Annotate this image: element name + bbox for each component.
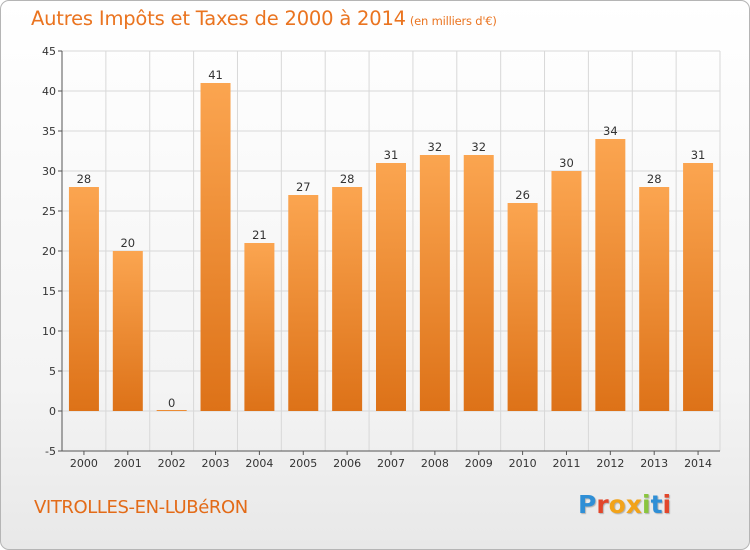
y-tick-label: 20 <box>42 245 56 258</box>
data-label: 30 <box>559 156 574 170</box>
data-label: 34 <box>603 124 618 138</box>
y-tick-label: 0 <box>49 405 56 418</box>
x-tick-label: 2006 <box>333 457 361 470</box>
bar-2004 <box>244 243 275 411</box>
x-tick-label: 2001 <box>114 457 142 470</box>
bar-2014 <box>683 163 714 411</box>
data-label: 31 <box>384 148 399 162</box>
y-tick-label: 15 <box>42 285 56 298</box>
logo-letter: o <box>608 490 626 519</box>
x-tick-label: 2004 <box>245 457 273 470</box>
x-tick-label: 2002 <box>158 457 186 470</box>
x-tick-label: 2000 <box>70 457 98 470</box>
data-label: 28 <box>340 172 355 186</box>
bar-2007 <box>376 163 406 411</box>
proxiti-logo[interactable]: Proxiti <box>578 490 671 519</box>
bar-2012 <box>595 139 626 411</box>
bar-2006 <box>332 187 363 411</box>
x-tick-label: 2009 <box>465 457 493 470</box>
data-label: 28 <box>647 172 662 186</box>
x-tick-label: 2008 <box>421 457 449 470</box>
x-tick-label: 2007 <box>377 457 405 470</box>
y-tick-label: 35 <box>42 125 56 138</box>
logo-letter: P <box>578 490 597 519</box>
data-label: 0 <box>168 396 175 410</box>
bar-2011 <box>551 171 582 411</box>
bar-2013 <box>639 187 670 411</box>
data-label: 20 <box>120 236 135 250</box>
bar-2000 <box>68 187 99 411</box>
data-label: 27 <box>296 180 311 194</box>
y-tick-label: 40 <box>42 85 56 98</box>
data-label: 28 <box>77 172 92 186</box>
chart-title: Autres Impôts et Taxes de 2000 à 2014 (en… <box>31 7 497 30</box>
commune-name: VITROLLES-EN-LUBéRON <box>34 497 248 518</box>
y-tick-label: 30 <box>42 165 56 178</box>
title-text: Autres Impôts et Taxes de 2000 à 2014 <box>31 7 406 30</box>
data-label: 21 <box>252 228 267 242</box>
bar-2005 <box>288 195 319 411</box>
x-tick-label: 2014 <box>684 457 712 470</box>
y-tick-label: 25 <box>42 205 56 218</box>
data-label: 32 <box>428 140 443 154</box>
bar-2009 <box>463 155 494 411</box>
x-tick-label: 2005 <box>289 457 317 470</box>
bar-2002 <box>156 410 187 411</box>
y-tick-label: -5 <box>45 445 56 458</box>
logo-letter: x <box>625 490 642 519</box>
y-tick-label: 10 <box>42 325 56 338</box>
bar-2008 <box>419 155 450 411</box>
logo-letter: t <box>650 490 663 519</box>
unit-label: (en milliers d'€) <box>409 14 497 28</box>
bar-2010 <box>507 203 538 411</box>
logo-letter: r <box>596 490 609 519</box>
data-label: 31 <box>691 148 706 162</box>
data-label: 41 <box>208 68 223 82</box>
logo-letter: i <box>642 490 651 519</box>
logo-letter: i <box>662 490 672 519</box>
data-label: 32 <box>471 140 486 154</box>
x-tick-label: 2011 <box>552 457 580 470</box>
data-label: 26 <box>515 188 530 202</box>
x-tick-label: 2013 <box>640 457 668 470</box>
bar-2001 <box>112 251 143 411</box>
y-tick-label: 5 <box>49 365 56 378</box>
x-tick-label: 2012 <box>596 457 624 470</box>
x-tick-label: 2010 <box>509 457 537 470</box>
bar-2003 <box>200 83 231 411</box>
y-tick-label: 45 <box>42 45 56 58</box>
x-tick-label: 2003 <box>202 457 230 470</box>
